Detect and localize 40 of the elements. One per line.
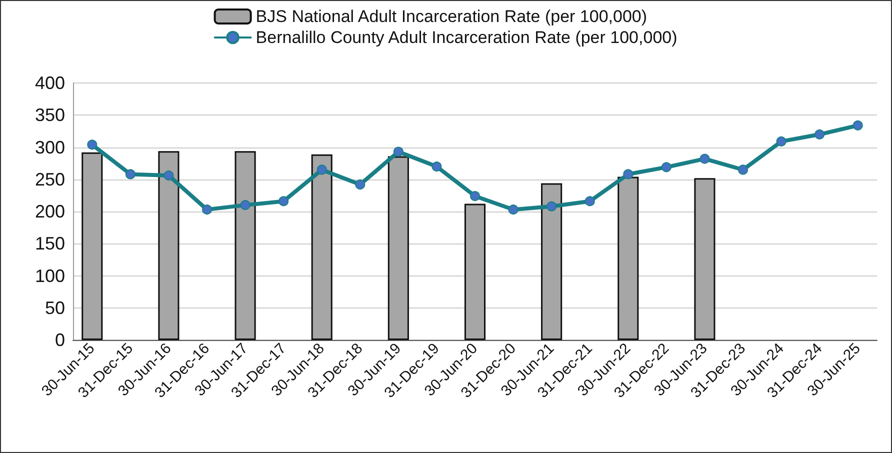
point: [776, 136, 786, 146]
bar: [694, 178, 716, 340]
point: [202, 204, 212, 215]
point: [814, 129, 825, 140]
point: [852, 120, 863, 130]
y-tick-label: 150: [34, 234, 65, 254]
y-tick-label: 250: [34, 169, 65, 190]
y-tick-label: 400: [34, 73, 65, 93]
point: [240, 200, 250, 210]
point: [584, 196, 595, 206]
point: [700, 154, 710, 164]
y-tick-label: 50: [44, 298, 65, 318]
point: [661, 162, 672, 172]
y-tick-label: 350: [34, 105, 65, 126]
point: [623, 169, 634, 180]
legend-label: Bernalillo County Adult Incarceration Rate (per 100,000): [256, 28, 678, 47]
point: [87, 140, 98, 150]
bar: [541, 183, 562, 340]
point: [470, 191, 480, 202]
point: [316, 164, 327, 175]
point: [738, 164, 748, 175]
y-tick-label: 100: [34, 266, 65, 286]
bar: [158, 151, 180, 340]
point: [508, 204, 518, 215]
bar: [618, 176, 639, 340]
point: [393, 146, 404, 157]
bar: [234, 151, 256, 340]
point: [278, 196, 289, 206]
point: [164, 170, 174, 181]
point: [125, 169, 136, 180]
point: [355, 180, 366, 190]
bar: [82, 152, 103, 340]
bar: [311, 154, 332, 340]
legend-label: BJS National Adult Incarceration Rate (per 100,000): [256, 7, 648, 26]
point: [432, 162, 442, 172]
point: [546, 201, 557, 212]
y-tick-label: 200: [34, 202, 65, 222]
y-tick-label: 300: [34, 137, 65, 158]
bar: [388, 156, 409, 340]
bar: [464, 204, 486, 340]
